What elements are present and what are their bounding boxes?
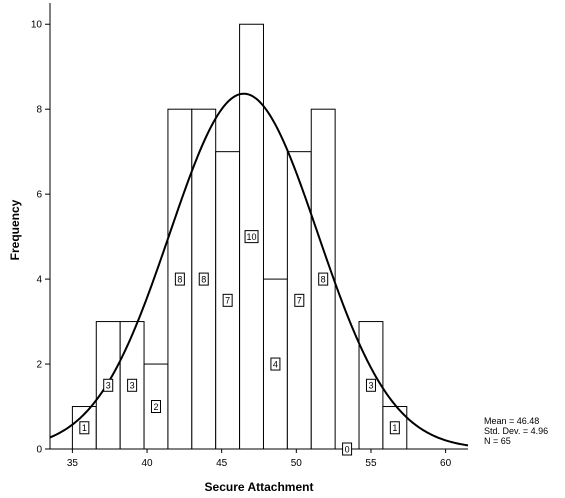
bar-count-label: 3 [365,378,376,392]
bar-count-box [222,293,233,307]
x-tick-label: 60 [440,458,452,469]
bar-count-box [365,378,376,392]
bar-count-box [103,378,114,392]
bar-count-text: 8 [201,274,206,284]
y-tick-label: 6 [36,190,42,201]
bars-group [71,23,408,450]
bar-count-text: 7 [297,296,302,306]
x-tick-label: 40 [141,458,153,469]
x-tick-label: 50 [291,458,303,469]
bar-count-label: 10 [244,230,259,244]
bar-count-text: 10 [247,232,257,242]
bar-count-text: 0 [345,444,350,454]
bar-count-text: 3 [368,381,373,391]
stat-mean: Mean = 46.48 [484,416,540,426]
bar-count-label: 1 [79,421,90,435]
plot-area: 1 3 3 2 8 8 7 10 4 7 8 0 3 1 35 40 45 50 55 60 0 2 4 6 8 10 [31,3,469,469]
bar-count-label: 7 [294,293,305,307]
x-tick-label: 35 [67,458,79,469]
bar-count-label: 4 [270,357,281,371]
bar-count-text: 1 [392,423,397,433]
bar-count-box [270,357,281,371]
bar-count-text: 3 [106,381,111,391]
bar-count-text: 1 [82,423,87,433]
bar-count-box [244,230,259,244]
bar-count-text: 4 [273,359,278,369]
bar-count-text: 8 [321,274,326,284]
x-tick-label: 55 [365,458,377,469]
bar-count-box [389,421,400,435]
y-tick-label: 4 [36,275,42,286]
bar-count-box [342,442,353,456]
bar-count-box [198,272,209,286]
bar-count-box [79,421,90,435]
bar-count-label: 8 [198,272,209,286]
y-axis-ticks: 0 2 4 6 8 10 [31,20,50,456]
bar-count-box [294,293,305,307]
y-tick-label: 0 [36,445,42,456]
bar-count-label: 8 [174,272,185,286]
stat-std-dev: Std. Dev. = 4.96 [484,426,549,436]
bar-count-text: 2 [153,402,158,412]
bar-count-box [318,272,329,286]
bar-count-label: 3 [127,378,138,392]
bar-count-label: 1 [389,421,400,435]
bar-count-text: 3 [130,381,135,391]
bar-count-text: 7 [225,296,230,306]
x-axis-ticks: 35 40 45 50 55 60 [67,449,452,469]
y-tick-label: 8 [36,105,42,116]
bar-count-label: 2 [150,400,161,414]
x-axis-title: Secure Attachment [205,480,314,494]
bar-count-label: 0 [342,442,353,456]
bar-count-box [150,400,161,414]
y-tick-label: 2 [36,360,42,371]
bar-count-label: 7 [222,293,233,307]
bar-count-box [174,272,185,286]
stat-n: N = 65 [484,436,511,446]
bar-count-box [127,378,138,392]
normal-curve [49,92,469,447]
bar-count-text: 8 [177,274,182,284]
bar-count-label: 3 [103,378,114,392]
summary-statistics: Mean = 46.48 Std. Dev. = 4.96 N = 65 [484,416,548,446]
x-tick-label: 45 [216,458,228,469]
bar-labels-group: 1 3 3 2 8 8 7 10 4 7 8 0 3 1 [79,230,400,456]
y-tick-label: 10 [31,20,43,31]
y-axis-title: Frequency [8,199,22,260]
bar-count-label: 8 [318,272,329,286]
